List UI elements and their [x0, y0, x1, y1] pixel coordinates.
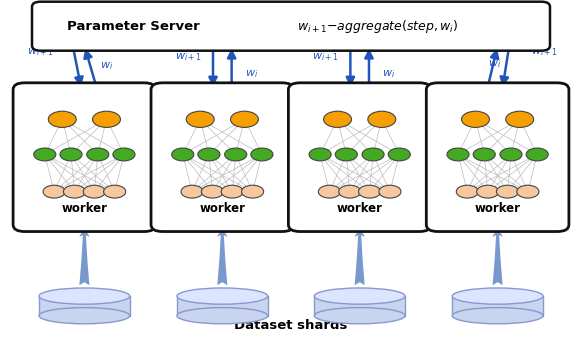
FancyBboxPatch shape: [32, 2, 550, 51]
Ellipse shape: [452, 288, 543, 304]
Text: Dataset shards: Dataset shards: [235, 319, 347, 332]
Text: worker: worker: [199, 202, 246, 215]
Circle shape: [456, 185, 478, 198]
FancyBboxPatch shape: [288, 83, 431, 232]
Circle shape: [517, 185, 539, 198]
Text: $w_{i+1}$$-$$\mathit{aggregate(step,w_i)}$: $w_{i+1}$$-$$\mathit{aggregate(step,w_i)…: [297, 18, 458, 35]
Circle shape: [221, 185, 243, 198]
Text: $w_{i+1}$: $w_{i+1}$: [313, 52, 339, 63]
Circle shape: [251, 148, 273, 161]
Circle shape: [230, 111, 258, 127]
Text: $w_{i+1}$: $w_{i+1}$: [27, 47, 54, 58]
Circle shape: [172, 148, 194, 161]
FancyBboxPatch shape: [13, 83, 156, 232]
Circle shape: [201, 185, 223, 198]
Circle shape: [309, 148, 331, 161]
FancyBboxPatch shape: [177, 296, 268, 316]
Circle shape: [388, 148, 410, 161]
FancyBboxPatch shape: [314, 296, 405, 316]
Circle shape: [496, 185, 519, 198]
Text: Parameter Server: Parameter Server: [67, 20, 200, 33]
Text: $w_i$: $w_i$: [488, 58, 501, 70]
Text: $w_{i+1}$: $w_{i+1}$: [531, 47, 558, 58]
Circle shape: [362, 148, 384, 161]
Circle shape: [368, 111, 396, 127]
Circle shape: [48, 111, 76, 127]
Circle shape: [500, 148, 522, 161]
Ellipse shape: [39, 288, 130, 304]
Circle shape: [526, 148, 548, 161]
Ellipse shape: [314, 308, 405, 324]
Circle shape: [318, 185, 340, 198]
Circle shape: [379, 185, 401, 198]
Ellipse shape: [177, 308, 268, 324]
Circle shape: [339, 185, 361, 198]
FancyBboxPatch shape: [151, 83, 293, 232]
Circle shape: [43, 185, 65, 198]
Circle shape: [93, 111, 120, 127]
Circle shape: [447, 148, 469, 161]
Text: worker: worker: [474, 202, 521, 215]
FancyBboxPatch shape: [452, 296, 543, 316]
Circle shape: [181, 185, 203, 198]
Circle shape: [473, 148, 495, 161]
Text: worker: worker: [61, 202, 108, 215]
Text: $w_i$: $w_i$: [382, 68, 395, 79]
Text: $w_i$: $w_i$: [245, 68, 258, 79]
Circle shape: [186, 111, 214, 127]
Circle shape: [324, 111, 352, 127]
Circle shape: [83, 185, 105, 198]
Ellipse shape: [39, 308, 130, 324]
Circle shape: [87, 148, 109, 161]
Circle shape: [60, 148, 82, 161]
Circle shape: [477, 185, 499, 198]
Circle shape: [34, 148, 56, 161]
Ellipse shape: [314, 288, 405, 304]
Circle shape: [198, 148, 220, 161]
Circle shape: [359, 185, 381, 198]
Circle shape: [225, 148, 247, 161]
FancyBboxPatch shape: [39, 296, 130, 316]
Ellipse shape: [177, 288, 268, 304]
Text: worker: worker: [336, 202, 383, 215]
Circle shape: [506, 111, 534, 127]
Circle shape: [113, 148, 135, 161]
Circle shape: [335, 148, 357, 161]
Ellipse shape: [452, 308, 543, 324]
Circle shape: [63, 185, 86, 198]
Circle shape: [242, 185, 264, 198]
Text: $w_i$: $w_i$: [100, 60, 113, 72]
Circle shape: [462, 111, 489, 127]
Text: $w_{i+1}$: $w_{i+1}$: [175, 52, 202, 63]
FancyBboxPatch shape: [426, 83, 569, 232]
Circle shape: [104, 185, 126, 198]
